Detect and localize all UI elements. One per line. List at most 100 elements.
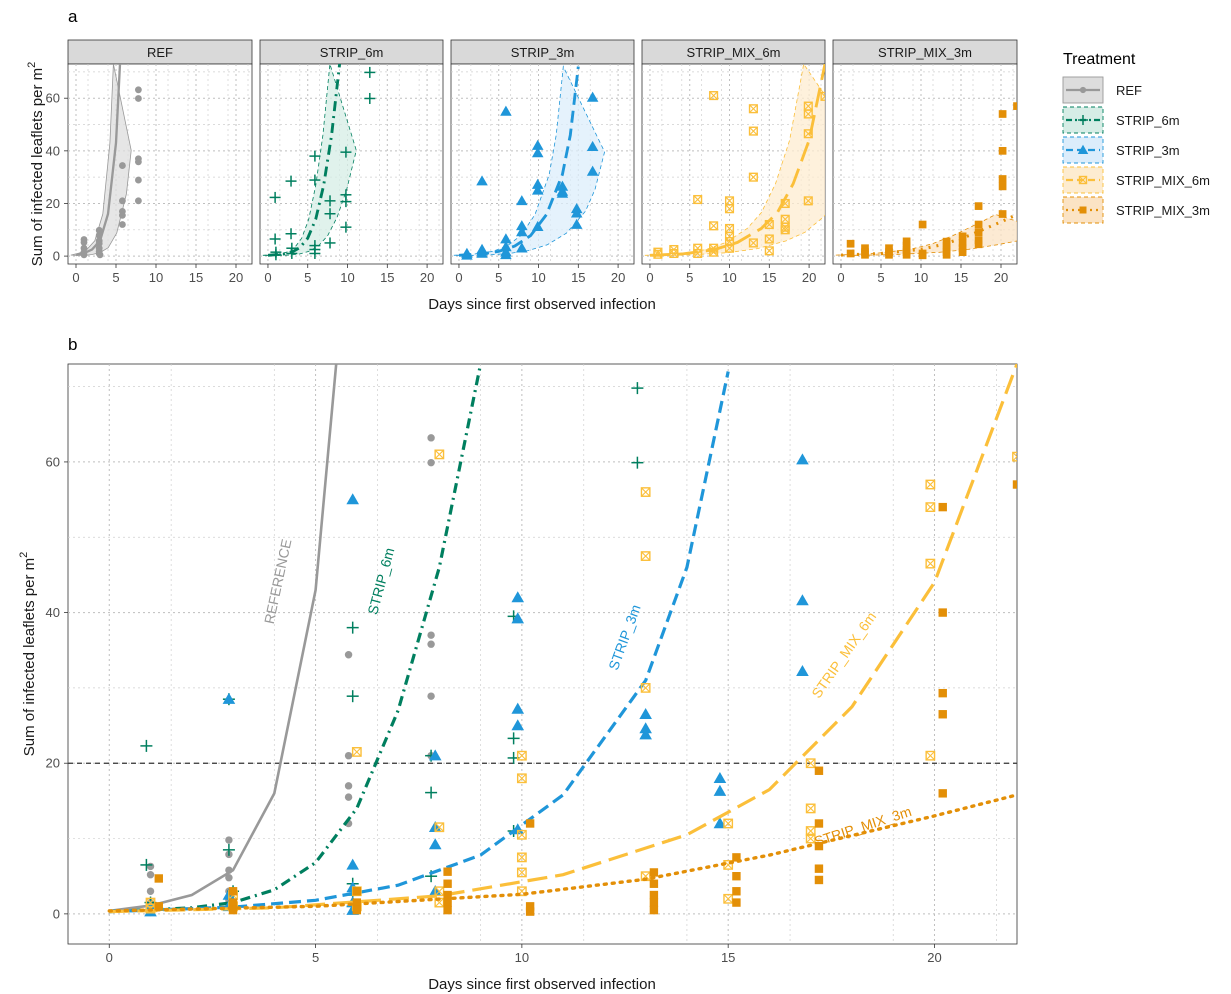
facet-point xyxy=(958,239,967,247)
facet-point-d2 xyxy=(709,91,718,100)
data-point xyxy=(796,665,809,677)
data-point xyxy=(732,853,741,862)
facet-point xyxy=(885,250,893,259)
legend-key-marker xyxy=(1078,115,1088,125)
facet-point-box xyxy=(748,104,758,114)
series-strip_mix_3m xyxy=(107,480,1017,916)
facet-point xyxy=(918,251,927,260)
facet-point-box xyxy=(820,91,825,101)
facet-strip xyxy=(641,39,826,65)
facet-point xyxy=(531,139,544,150)
data-point xyxy=(925,502,936,513)
panel-b-content xyxy=(68,364,1017,917)
facet-point xyxy=(324,208,336,220)
data-point-box xyxy=(434,822,445,833)
data-point-d2 xyxy=(641,551,651,561)
data-point xyxy=(938,688,947,698)
facet-point-box xyxy=(709,221,719,231)
data-point xyxy=(814,864,824,873)
data-point xyxy=(814,819,824,828)
facet-content xyxy=(70,64,142,259)
panel-b-ytick-label: 0 xyxy=(53,906,60,921)
facet-point xyxy=(885,244,893,253)
facet-point xyxy=(134,86,142,94)
facet-point-d2 xyxy=(725,196,734,206)
fit-line xyxy=(107,793,1017,913)
facet-point xyxy=(958,244,967,253)
facet-strip xyxy=(450,39,635,65)
data-point xyxy=(344,782,353,790)
data-point xyxy=(507,732,520,745)
data-point xyxy=(428,838,442,850)
facet-point-box xyxy=(764,234,774,244)
facet-xtick-label: 0 xyxy=(264,270,271,285)
data-point xyxy=(938,502,947,512)
facet-point xyxy=(709,221,719,231)
facet-strip-label: STRIP_6m xyxy=(320,45,384,60)
legend-entry: STRIP_6m xyxy=(1062,106,1180,134)
legend-key-marker xyxy=(1077,144,1089,154)
facet-point-d2 xyxy=(749,104,758,113)
data-point xyxy=(443,879,452,888)
facet-point-d2 xyxy=(693,249,702,258)
data-point xyxy=(814,841,824,851)
facet-point-box xyxy=(748,172,758,182)
data-point xyxy=(351,747,362,757)
data-point-box xyxy=(434,449,445,460)
facet-point xyxy=(118,197,126,205)
facet-point-box xyxy=(764,246,774,256)
facet-point xyxy=(134,197,142,205)
data-point xyxy=(640,551,651,561)
facet-point-d2 xyxy=(725,224,734,233)
facet-xtick-label: 0 xyxy=(72,270,79,285)
facet-point xyxy=(974,228,983,237)
facet-content xyxy=(835,102,1017,260)
panel-b-panel-bg xyxy=(67,363,1018,945)
data-point xyxy=(649,905,659,915)
data-point xyxy=(346,858,359,870)
data-point xyxy=(427,631,435,639)
facet-point-d2 xyxy=(765,220,774,229)
data-point-box xyxy=(640,551,651,561)
legend: Treatment REF STRIP_6m STRIP_3m STRIP_MIX_6m… xyxy=(1062,51,1210,224)
data-point xyxy=(443,867,452,876)
data-point-box xyxy=(516,829,527,840)
data-point-d2 xyxy=(925,559,935,569)
facet-point-box xyxy=(693,194,703,205)
data-point-box xyxy=(925,558,936,569)
facet-point xyxy=(364,66,376,78)
data-point-d2 xyxy=(434,822,444,832)
data-point xyxy=(732,872,741,881)
data-point xyxy=(805,833,816,844)
facet-point xyxy=(516,195,528,206)
facet-xtick-label: 0 xyxy=(646,270,653,285)
data-point xyxy=(713,817,727,829)
facet-point xyxy=(764,246,774,256)
data-point xyxy=(140,739,153,752)
facet-point-d2 xyxy=(749,126,758,136)
panel-b-ytick-label: 60 xyxy=(46,454,60,469)
facet-point xyxy=(309,247,321,259)
facet-point xyxy=(748,172,758,182)
facet-point xyxy=(516,226,528,237)
series-strip_mix_6m xyxy=(109,364,1017,914)
facet-point xyxy=(748,238,758,248)
facet-xtick-label: 5 xyxy=(304,270,311,285)
panel-a-ylabel: Sum of infected leaflets per m2 xyxy=(26,62,46,267)
facet-point xyxy=(803,109,813,119)
data-point xyxy=(443,890,452,900)
data-point xyxy=(649,890,659,900)
data-point xyxy=(427,458,435,467)
data-point xyxy=(228,898,238,907)
facet-point-box xyxy=(724,237,735,247)
facet-point xyxy=(902,241,911,250)
data-point xyxy=(225,836,233,844)
facet-point-box xyxy=(709,91,719,101)
data-point xyxy=(228,887,238,896)
facet-point xyxy=(820,91,825,101)
facet-xtick-label: 5 xyxy=(686,270,693,285)
data-point-d2 xyxy=(517,830,527,840)
facet-point-d2 xyxy=(725,204,734,213)
facet-point xyxy=(556,187,569,198)
